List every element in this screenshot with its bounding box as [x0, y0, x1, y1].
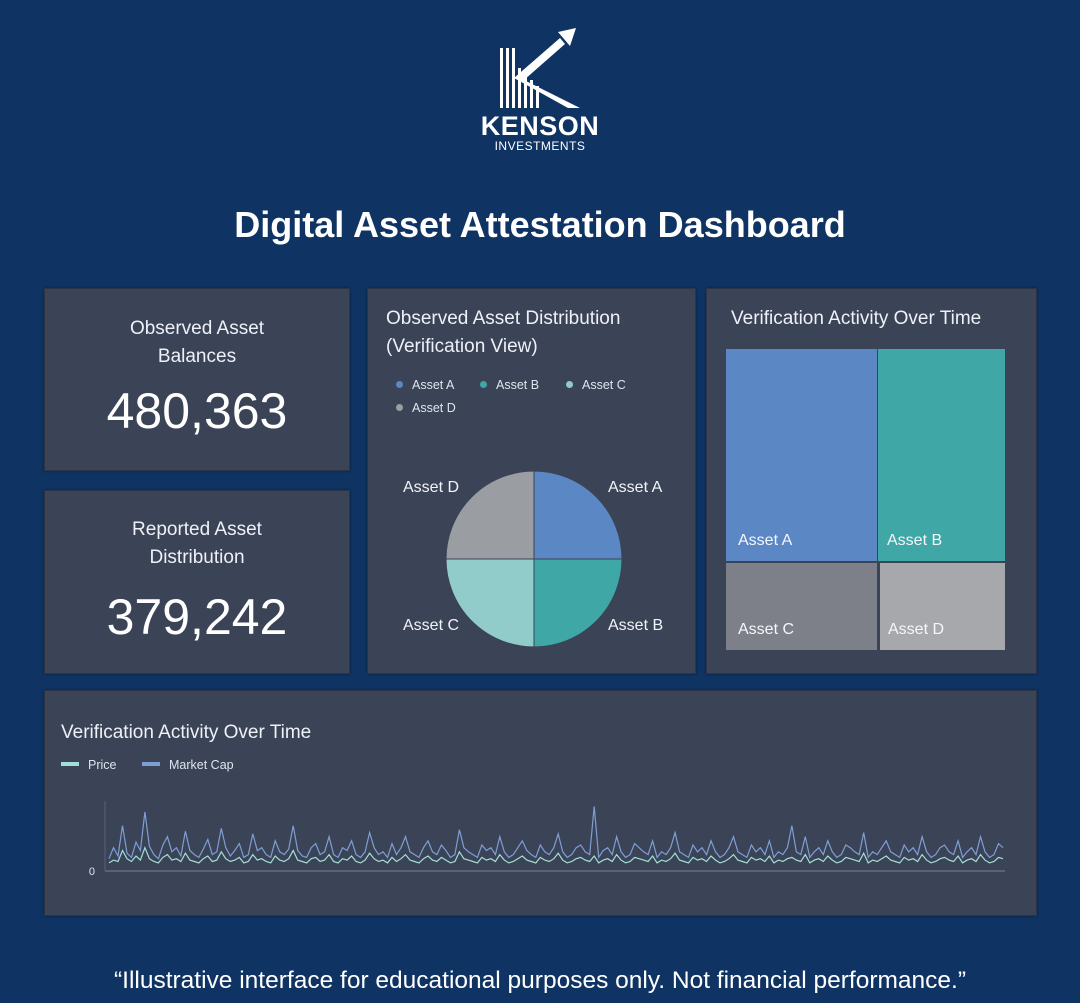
legend-item-price[interactable]: Price	[61, 757, 116, 773]
tile-label: Asset D	[888, 621, 945, 638]
brand-logo: KENSON INVESTMENTS	[470, 28, 610, 158]
pie-chart-title-line1: Observed Asset Distribution	[386, 308, 621, 329]
pie-chart	[445, 470, 623, 648]
legend-dot-icon	[396, 381, 403, 388]
disclaimer-footer: “Illustrative interface for educational …	[113, 967, 967, 994]
treemap-tile-asset-c[interactable]: Asset C	[726, 563, 877, 650]
treemap-tile-asset-a[interactable]: Asset A	[726, 349, 877, 561]
brand-name: KENSON	[480, 111, 600, 141]
pie-label-asset-d: Asset D	[403, 479, 460, 496]
pie-legend: Asset A Asset B Asset C Asset D	[396, 377, 696, 417]
pie-chart-panel: Observed Asset Distribution (Verificatio…	[367, 288, 696, 674]
pie-slice-asset-b[interactable]	[533, 558, 623, 648]
legend-line-icon	[142, 762, 160, 766]
tile-label: Asset B	[887, 532, 943, 549]
legend-item-asset-b[interactable]: Asset B	[480, 377, 539, 393]
tile-label: Asset C	[738, 621, 795, 638]
legend-item-asset-c[interactable]: Asset C	[566, 377, 626, 393]
y-tick-label: 0	[89, 866, 95, 878]
pie-label-asset-b: Asset B	[608, 617, 664, 634]
kenson-logo-icon	[500, 28, 580, 108]
legend-dot-icon	[396, 404, 403, 411]
pie-label-asset-c: Asset C	[403, 617, 460, 634]
kpi-value: 379,242	[106, 589, 288, 645]
series-line-price[interactable]	[108, 846, 1004, 864]
legend-item-asset-a[interactable]: Asset A	[396, 377, 454, 393]
pie-slice-asset-d[interactable]	[445, 470, 535, 560]
line-chart-panel: Verification Activity Over Time Price Ma…	[44, 690, 1037, 916]
kpi-card-reported-distribution: Reported Asset Distribution 379,242	[44, 490, 350, 674]
legend-item-asset-d[interactable]: Asset D	[396, 400, 456, 416]
pie-slice-asset-c[interactable]	[445, 558, 535, 648]
legend-dot-icon	[480, 381, 487, 388]
tile-label: Asset A	[738, 532, 793, 549]
treemap-tile-asset-b[interactable]: Asset B	[878, 349, 1005, 561]
kpi-label-line1: Observed Asset	[129, 318, 265, 339]
kpi-label-line1: Reported Asset	[132, 519, 262, 540]
kpi-label-line2: Distribution	[149, 547, 245, 568]
line-chart-title: Verification Activity Over Time	[61, 722, 312, 743]
legend-item-market-cap[interactable]: Market Cap	[142, 757, 234, 773]
legend-dot-icon	[566, 381, 573, 388]
kpi-label-line2: Balances	[157, 346, 237, 367]
treemap-tile-asset-d[interactable]: Asset D	[880, 563, 1005, 650]
pie-label-asset-a: Asset A	[608, 479, 663, 496]
kpi-card-observed-balances: Observed Asset Balances 480,363	[44, 288, 350, 471]
kpi-value: 480,363	[106, 383, 288, 439]
page-title: Digital Asset Attestation Dashboard	[234, 204, 846, 245]
line-chart: 0	[89, 801, 1005, 878]
treemap-panel: Verification Activity Over Time Asset A …	[706, 288, 1037, 674]
treemap-title: Verification Activity Over Time	[731, 308, 982, 329]
pie-slice-asset-a[interactable]	[533, 470, 623, 560]
series-line-market-cap[interactable]	[108, 806, 1004, 860]
line-legend: Price Market Cap	[61, 757, 361, 775]
legend-line-icon	[61, 762, 79, 766]
brand-tagline: INVESTMENTS	[494, 139, 586, 153]
pie-chart-title-line2: (Verification View)	[386, 336, 538, 357]
